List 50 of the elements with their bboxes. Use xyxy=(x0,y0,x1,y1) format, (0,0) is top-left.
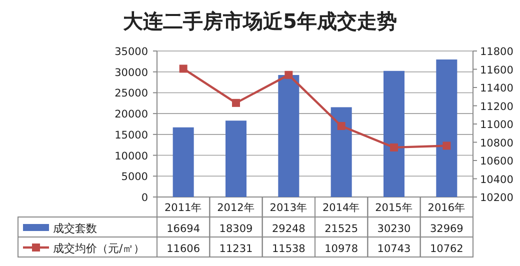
data-label: 11538 xyxy=(272,243,306,255)
bar xyxy=(330,107,352,197)
point xyxy=(442,142,451,150)
y2-tick-label: 11400 xyxy=(480,82,514,94)
bar xyxy=(436,59,458,197)
bar xyxy=(226,120,246,197)
y-tick-label: 15000 xyxy=(114,129,148,142)
y-tick-label: 10000 xyxy=(114,150,148,162)
legend-label: 成交均价（元/㎡） xyxy=(53,242,145,255)
x-tick-label: 2015年 xyxy=(375,202,413,214)
y2-tick-label: 11800 xyxy=(480,46,514,58)
point xyxy=(284,70,293,79)
y2-tick-label: 10400 xyxy=(480,174,514,186)
point xyxy=(179,64,188,73)
data-label: 10762 xyxy=(430,243,464,255)
point xyxy=(337,122,346,130)
y2-tick-label: 10200 xyxy=(480,192,514,204)
data-label: 32969 xyxy=(430,223,464,235)
y-tick-label: 25000 xyxy=(114,88,148,100)
point xyxy=(390,143,398,152)
bar xyxy=(278,74,300,197)
chart-title: 大连二手房市场近5年成交走势 xyxy=(123,9,397,33)
y2-tick-label: 11600 xyxy=(480,64,514,76)
x-tick-label: 2012年 xyxy=(217,202,255,214)
y-tick-label: 0 xyxy=(141,192,148,204)
bar xyxy=(172,127,194,197)
data-label: 29248 xyxy=(272,223,306,235)
x-tick-label: 2011年 xyxy=(164,202,202,214)
y2-tick-label: 10600 xyxy=(480,156,514,168)
data-label: 10743 xyxy=(377,243,411,255)
data-label: 21525 xyxy=(324,223,358,235)
data-label: 11606 xyxy=(166,243,200,255)
y2-tick-label: 10800 xyxy=(480,137,514,150)
bar xyxy=(384,70,404,197)
x-tick-label: 2014年 xyxy=(322,202,360,214)
x-tick-label: 2013年 xyxy=(270,202,308,214)
y-tick-label: 5000 xyxy=(121,171,148,184)
y2-tick-label: 11200 xyxy=(480,100,514,113)
y-tick-label: 35000 xyxy=(114,46,148,58)
y-tick-label: 30000 xyxy=(114,66,148,79)
data-label: 16694 xyxy=(166,223,200,235)
y2-tick-label: 11000 xyxy=(480,119,514,131)
x-tick-label: 2016年 xyxy=(428,202,466,214)
point xyxy=(232,98,240,107)
data-label: 10978 xyxy=(324,243,358,255)
y-tick-label: 20000 xyxy=(114,108,148,121)
legend-label: 成交套数 xyxy=(53,222,97,235)
data-label: 11231 xyxy=(219,243,253,255)
data-label: 30230 xyxy=(377,223,411,235)
data-label: 18309 xyxy=(219,223,253,235)
